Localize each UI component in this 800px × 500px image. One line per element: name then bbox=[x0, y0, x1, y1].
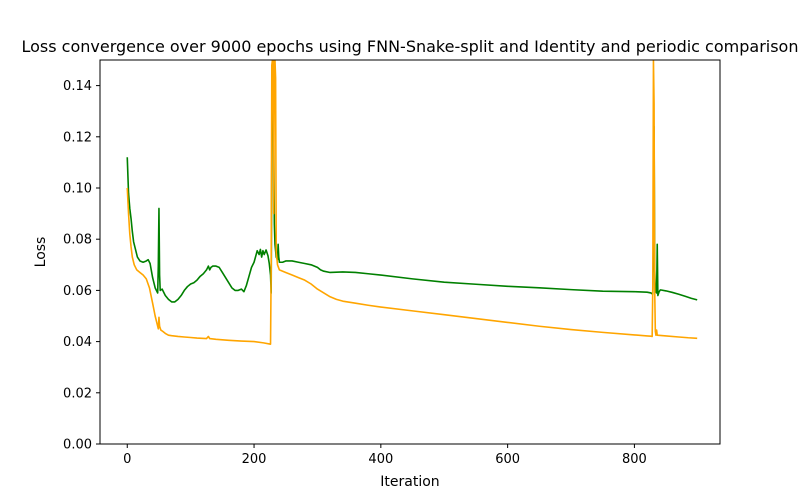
y-tick-label: 0.04 bbox=[63, 335, 92, 350]
x-tick-label: 800 bbox=[622, 452, 647, 467]
y-tick-label: 0.12 bbox=[63, 130, 92, 145]
y-tick-label: 0.06 bbox=[63, 284, 92, 299]
series-layer bbox=[126, 60, 698, 345]
series-line-2 bbox=[126, 60, 698, 345]
y-axis: 0.00 0.02 0.04 0.06 0.08 0.10 0.12 0.14 bbox=[63, 79, 100, 453]
series-line-1 bbox=[126, 66, 698, 303]
plot-frame bbox=[99, 59, 721, 445]
y-axis-label: Loss bbox=[33, 237, 49, 268]
x-tick-label: 0 bbox=[123, 452, 131, 467]
x-axis: 0 200 400 600 800 bbox=[123, 444, 647, 467]
x-axis-label: Iteration bbox=[380, 474, 439, 490]
x-tick-label: 600 bbox=[495, 452, 520, 467]
y-tick-label: 0.08 bbox=[63, 233, 92, 248]
x-tick-label: 200 bbox=[242, 452, 267, 467]
y-tick-label: 0.00 bbox=[63, 438, 92, 453]
y-tick-label: 0.10 bbox=[63, 182, 92, 197]
chart-title: Loss convergence over 9000 epochs using … bbox=[22, 37, 799, 56]
x-tick-label: 400 bbox=[368, 452, 393, 467]
y-tick-label: 0.14 bbox=[63, 79, 92, 94]
y-tick-label: 0.02 bbox=[63, 386, 92, 401]
